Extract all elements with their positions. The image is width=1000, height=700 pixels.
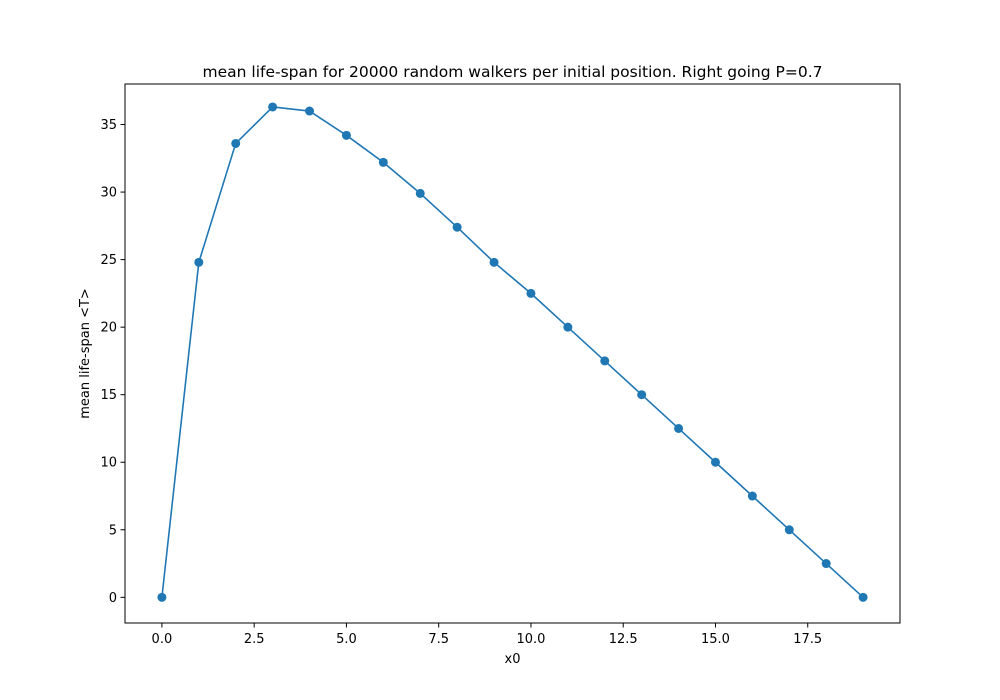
data-point bbox=[341, 130, 351, 140]
y-tick-label: 35 bbox=[100, 118, 117, 133]
data-point bbox=[378, 157, 388, 167]
y-tick-label: 30 bbox=[100, 186, 117, 201]
data-point bbox=[747, 491, 757, 501]
x-tick-label: 0.0 bbox=[152, 632, 173, 647]
data-point bbox=[415, 188, 425, 198]
y-tick-label: 10 bbox=[100, 456, 117, 471]
y-tick-label: 0 bbox=[109, 591, 117, 606]
x-tick-label: 15.0 bbox=[701, 632, 730, 647]
y-tick-label: 5 bbox=[109, 523, 117, 538]
x-tick-label: 17.5 bbox=[793, 632, 822, 647]
x-tick-label: 5.0 bbox=[336, 632, 357, 647]
series-line bbox=[161, 106, 864, 598]
data-point bbox=[526, 288, 536, 298]
data-point bbox=[710, 457, 720, 467]
x-axis-label: x0 bbox=[505, 652, 521, 667]
y-tick-label: 25 bbox=[100, 253, 117, 268]
data-point bbox=[784, 525, 794, 535]
data-point bbox=[157, 592, 167, 602]
y-tick-label: 20 bbox=[100, 321, 117, 336]
data-point bbox=[821, 559, 831, 569]
chart-title: mean life-span for 20000 random walkers … bbox=[203, 63, 823, 81]
data-point bbox=[600, 356, 610, 366]
data-point bbox=[563, 322, 573, 332]
x-tick-label: 12.5 bbox=[609, 632, 638, 647]
data-point bbox=[452, 222, 462, 232]
data-point bbox=[231, 138, 241, 148]
data-point bbox=[305, 106, 315, 116]
data-point bbox=[674, 423, 684, 433]
axes-frame bbox=[124, 83, 901, 624]
data-point bbox=[489, 257, 499, 267]
data-point bbox=[194, 257, 204, 267]
data-point bbox=[858, 592, 868, 602]
y-axis-label: mean life-span <T> bbox=[78, 288, 93, 419]
plot-area: 0.0 2.5 5.0 7.5 10.0 12.5 15.0 17.5 0 5 10 15 20 25 30… bbox=[100, 83, 901, 647]
data-point bbox=[268, 102, 278, 112]
x-tick-label: 10.0 bbox=[516, 632, 545, 647]
x-tick-label: 7.5 bbox=[428, 632, 449, 647]
y-tick-label: 15 bbox=[100, 388, 117, 403]
x-tick-label: 2.5 bbox=[244, 632, 265, 647]
data-point bbox=[637, 390, 647, 400]
